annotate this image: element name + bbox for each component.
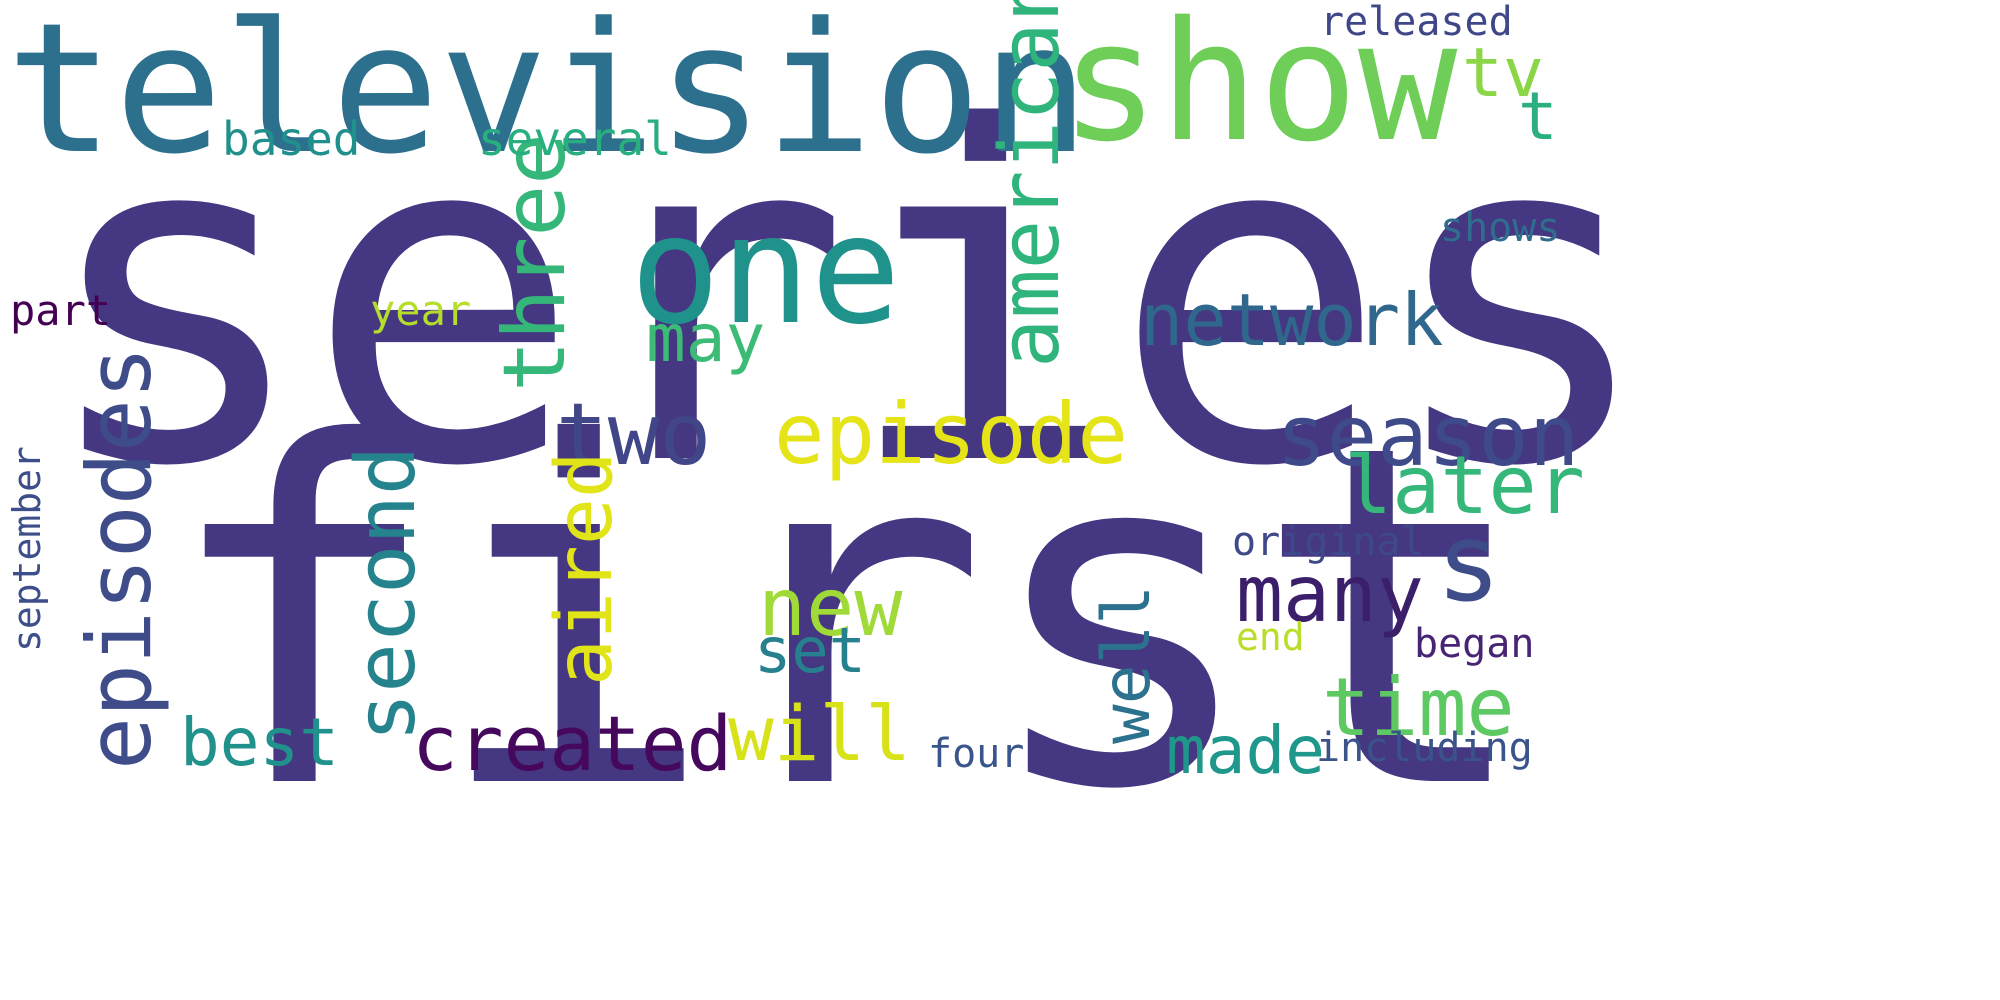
word-part: part <box>10 286 112 335</box>
word-september: september <box>5 446 49 652</box>
word-shows: shows <box>1440 205 1561 251</box>
word-episodes: episodes <box>68 346 171 770</box>
word-season: season <box>1276 387 1580 485</box>
word-time: time <box>1322 661 1515 754</box>
word-original: original <box>1232 519 1425 565</box>
word-one: one <box>630 184 901 358</box>
word-end: end <box>1236 615 1305 659</box>
word-created: created <box>412 699 733 788</box>
word-s: s <box>1436 501 1502 626</box>
word-new: new <box>758 561 903 654</box>
word-several: several <box>478 112 672 166</box>
word-series: series <box>36 32 1658 567</box>
word-american: american <box>983 0 1078 368</box>
word-set: set <box>754 614 866 687</box>
word-will: will <box>728 689 912 778</box>
word-episode: episode <box>774 385 1129 483</box>
word-tv: tv <box>1462 34 1544 113</box>
word-best: best <box>180 704 339 781</box>
word-released: released <box>1320 0 1513 45</box>
word-first: first <box>160 345 1535 892</box>
word-including: including <box>1316 725 1533 771</box>
word-network: network <box>1140 278 1444 362</box>
word-later: later <box>1344 439 1585 532</box>
word-second: second <box>339 445 434 742</box>
word-well: well <box>1088 585 1165 744</box>
word-may: may <box>646 300 766 377</box>
word-three: three <box>485 133 585 392</box>
word-began: began <box>1414 621 1535 667</box>
word-television: television <box>6 0 1090 194</box>
word-show: show <box>1060 0 1458 178</box>
word-based: based <box>222 112 361 166</box>
word-made: made <box>1166 712 1325 789</box>
word-two: two <box>556 385 712 485</box>
word-t: t <box>1518 78 1558 155</box>
word-many: many <box>1236 550 1424 640</box>
word-aired: aired <box>540 451 630 686</box>
word-year: year <box>370 286 472 335</box>
word-four: four <box>928 731 1025 777</box>
